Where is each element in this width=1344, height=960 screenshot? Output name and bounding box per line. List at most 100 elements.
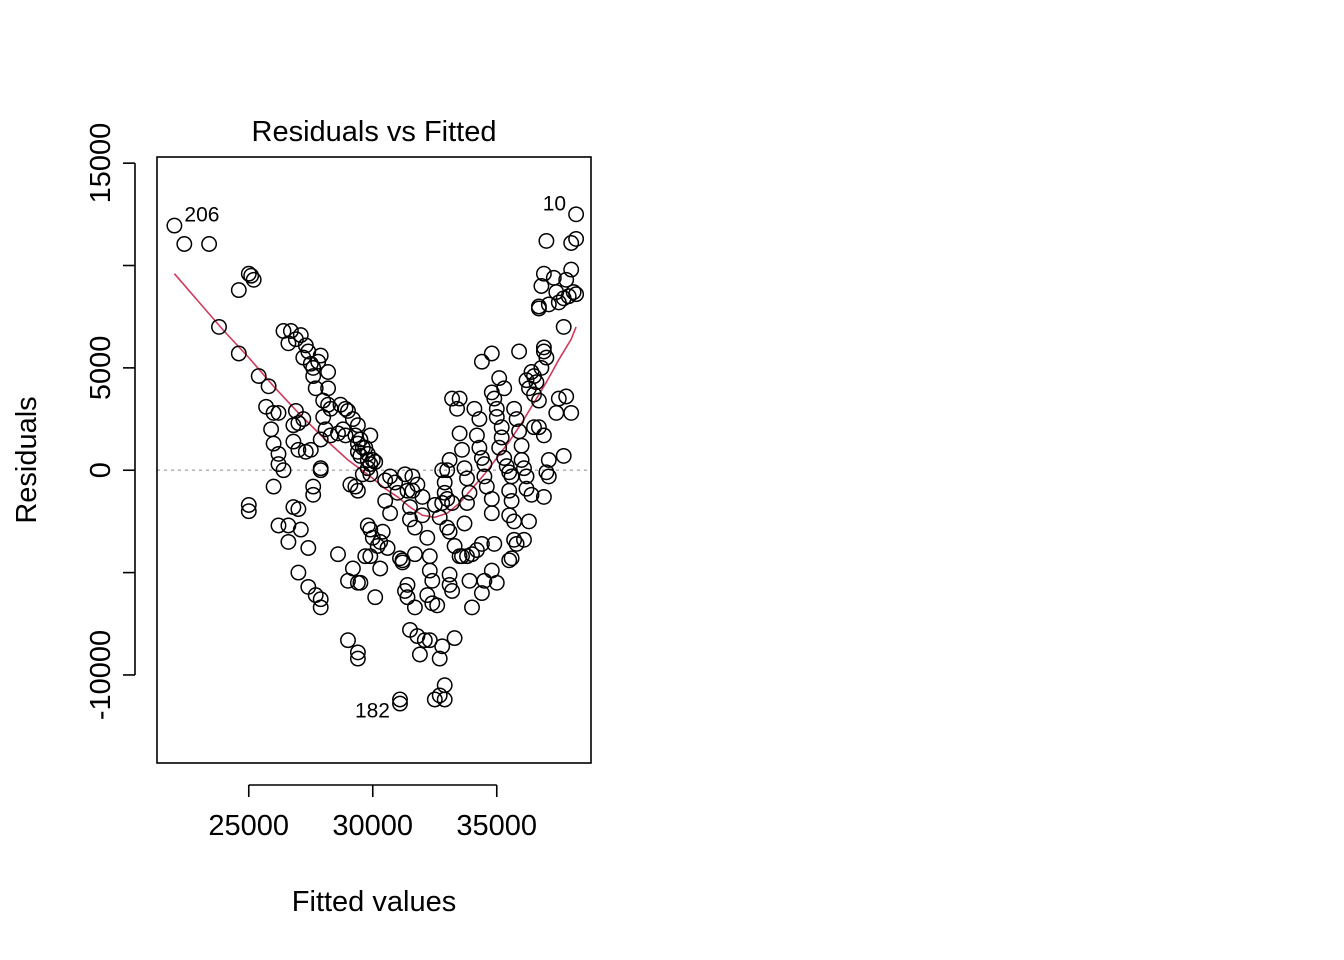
data-point (451, 390, 468, 407)
points-layer (166, 206, 585, 712)
data-point (473, 585, 490, 602)
data-point (444, 390, 461, 407)
data-point (305, 486, 322, 503)
data-point (166, 217, 183, 234)
data-point (558, 388, 575, 405)
data-point (349, 435, 366, 452)
data-point (399, 589, 416, 606)
smooth-line-layer (173, 273, 577, 519)
y-tick-label: 5000 (85, 336, 117, 401)
data-point (558, 271, 575, 288)
data-point (535, 488, 552, 505)
data-point (521, 513, 537, 530)
data-point (523, 364, 540, 380)
chart-title: Residuals vs Fitted (252, 116, 497, 148)
data-point (330, 546, 346, 563)
data-point (379, 540, 396, 556)
data-point (518, 372, 535, 389)
data-point (419, 587, 436, 604)
data-point (550, 390, 567, 407)
data-point (340, 402, 356, 419)
data-point (290, 564, 307, 581)
data-point (270, 404, 287, 421)
data-point (530, 392, 547, 409)
data-point (419, 529, 436, 546)
data-point (424, 572, 441, 589)
data-point (486, 390, 503, 407)
data-point (367, 454, 384, 470)
data-point (533, 278, 550, 294)
data-point (538, 232, 555, 249)
y-tick-label: -10000 (85, 630, 117, 720)
data-point (404, 468, 421, 485)
data-point (563, 235, 580, 251)
data-point (290, 441, 307, 458)
data-point (364, 452, 381, 468)
data-point (292, 521, 309, 538)
data-point (416, 632, 433, 649)
data-point (285, 433, 302, 450)
point-label-206: 206 (184, 204, 219, 227)
data-point (454, 548, 470, 565)
data-point (176, 236, 193, 252)
data-point (540, 452, 557, 468)
data-point (535, 427, 552, 444)
data-point (560, 288, 577, 305)
data-point (523, 486, 540, 503)
data-point (503, 550, 520, 567)
point-label-10: 10 (543, 192, 566, 215)
data-point (406, 546, 423, 563)
data-point (330, 425, 346, 442)
data-point (265, 435, 282, 452)
data-point (511, 343, 528, 360)
data-point (471, 411, 488, 428)
data-point (446, 538, 463, 554)
data-point (538, 349, 555, 366)
data-point (305, 368, 322, 385)
y-axis-title: Residuals (11, 396, 43, 523)
data-point (421, 632, 438, 649)
data-point (429, 597, 446, 614)
data-point (362, 548, 379, 565)
data-point (307, 380, 324, 397)
data-point (354, 466, 371, 483)
data-point (240, 497, 257, 513)
data-point (439, 490, 456, 507)
data-point (372, 560, 389, 577)
data-point (449, 400, 466, 417)
data-point (292, 327, 309, 344)
data-point (568, 206, 585, 223)
data-point (260, 378, 277, 395)
data-point (290, 415, 307, 432)
data-point (528, 374, 545, 391)
data-point (464, 599, 480, 616)
data-point (473, 535, 490, 552)
data-point (392, 550, 408, 567)
data-point (538, 464, 555, 481)
data-point (347, 478, 364, 495)
data-point (496, 450, 513, 466)
data-point (312, 591, 329, 608)
data-point (337, 427, 354, 444)
data-point (312, 599, 329, 616)
data-point (344, 560, 361, 577)
data-point (436, 677, 453, 694)
data-point (431, 687, 448, 704)
data-point (250, 368, 267, 385)
data-point (563, 261, 580, 278)
data-point (270, 445, 287, 462)
x-tick-label: 35000 (456, 810, 537, 842)
data-point (367, 589, 384, 606)
data-point (352, 431, 369, 448)
data-point (535, 339, 552, 356)
data-point (290, 501, 307, 518)
data-point (491, 370, 508, 387)
data-point (414, 488, 431, 505)
smooth-trend-line (173, 273, 577, 519)
data-point (201, 236, 218, 252)
data-point (493, 419, 510, 436)
data-point (501, 552, 518, 569)
data-point (211, 318, 227, 335)
